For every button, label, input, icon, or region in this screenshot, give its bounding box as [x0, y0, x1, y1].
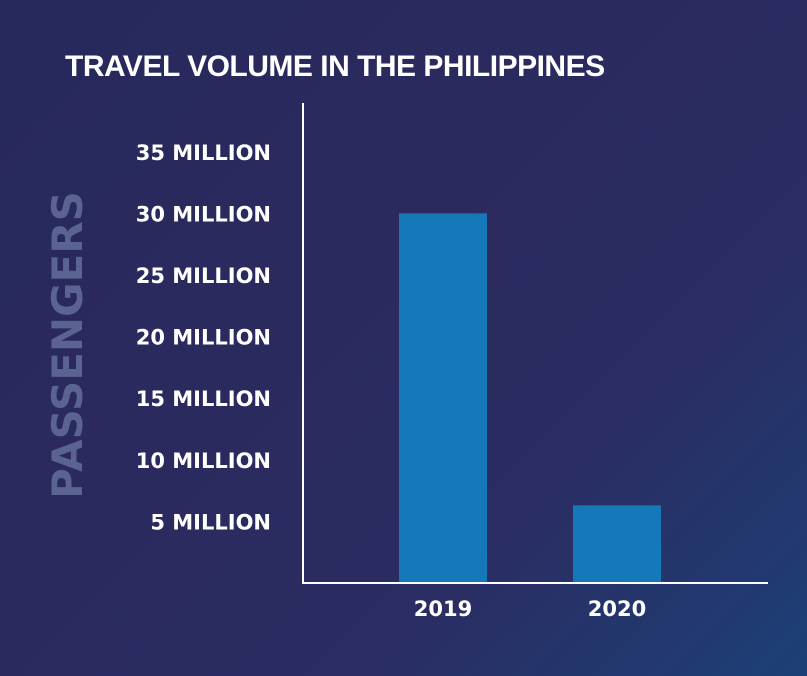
bar-2020 — [573, 505, 661, 583]
y-tick-label: 20 MILLION — [136, 326, 271, 350]
y-tick-label: 35 MILLION — [136, 141, 271, 165]
y-tick-label: 10 MILLION — [136, 449, 271, 473]
y-tick-label: 25 MILLION — [136, 264, 271, 288]
y-tick-label: 5 MILLION — [150, 510, 271, 534]
y-tick-label: 30 MILLION — [136, 202, 271, 226]
y-tick-label: 15 MILLION — [136, 387, 271, 411]
x-tick-label: 2020 — [588, 597, 646, 621]
y-tick-labels: 5 MILLION 10 MILLION 15 MILLION 20 MILLION 2… — [136, 141, 271, 535]
bars — [399, 213, 661, 583]
x-tick-labels: 2019 2020 — [414, 597, 646, 621]
bar-2019 — [399, 213, 487, 583]
x-tick-label: 2019 — [414, 597, 472, 621]
chart-title: TRAVEL VOLUME IN THE PHILIPPINES — [65, 50, 605, 83]
y-axis-label: PASSENGERS — [43, 191, 92, 499]
